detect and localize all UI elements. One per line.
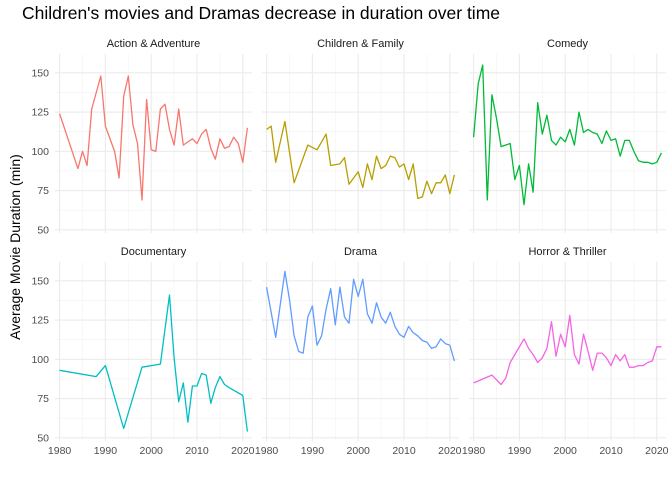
y-tick-label: 150 [31,275,49,287]
x-tick-label: 2010 [185,445,209,457]
facet-title-documentary: Documentary [121,246,187,258]
y-tick-label: 125 [31,315,49,327]
x-tick-label: 1990 [301,445,325,457]
x-tick-label: 2010 [599,445,623,457]
facet-title-horror-thriller: Horror & Thriller [528,246,606,258]
x-tick-label: 2020 [438,445,462,457]
y-tick-label: 50 [37,432,49,444]
y-tick-label: 150 [31,67,49,79]
facet-title-children-family: Children & Family [317,38,404,50]
series-line-horror-thriller [473,314,662,386]
y-tick-label: 75 [37,185,49,197]
x-tick-label: 2000 [347,445,371,457]
y-axis-label: Average Movie Duration (min) [7,154,23,340]
series-line-action-adventure [58,75,249,201]
y-tick-label: 100 [31,354,49,366]
y-tick-label: 100 [31,146,49,158]
y-tick-label: 125 [31,107,49,119]
x-tick-label: 1980 [48,445,72,457]
facet-title-action-adventure: Action & Adventure [107,38,201,50]
x-tick-label: 2020 [645,445,669,457]
series-line-children-family [266,120,456,200]
series-line-documentary [59,294,249,432]
x-tick-label: 1980 [462,445,486,457]
y-tick-label: 50 [37,224,49,236]
series-line-drama [265,270,456,362]
x-tick-label: 2020 [231,445,255,457]
facet-title-drama: Drama [344,246,378,258]
series-line-comedy [472,64,662,206]
x-tick-label: 2000 [554,445,578,457]
facet-title-comedy: Comedy [547,38,588,50]
x-tick-label: 1990 [94,445,118,457]
x-tick-label: 2010 [392,445,416,457]
chart-title: Children's movies and Dramas decrease in… [22,3,501,23]
y-tick-label: 75 [37,393,49,405]
x-tick-label: 1990 [508,445,532,457]
x-tick-label: 2000 [140,445,164,457]
x-tick-label: 1980 [255,445,279,457]
